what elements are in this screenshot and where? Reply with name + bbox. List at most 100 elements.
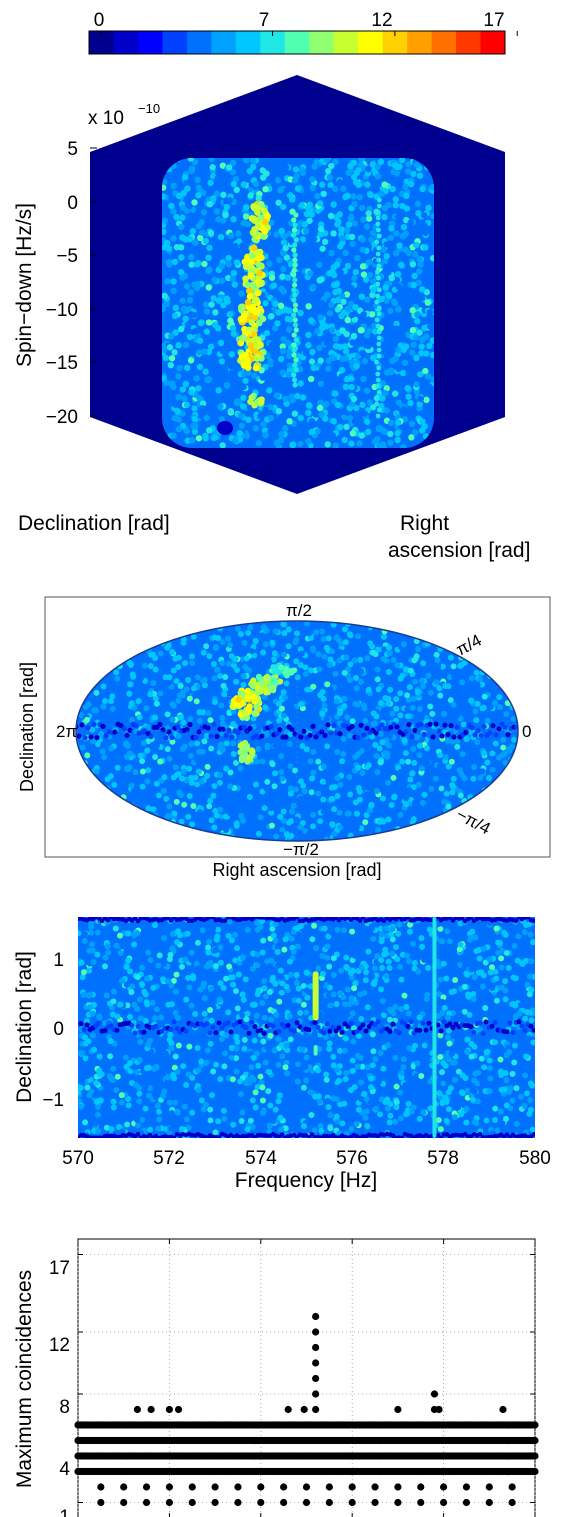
freq-dec-point — [225, 1009, 232, 1016]
cube-point — [369, 161, 377, 168]
freq-dec-point — [443, 1117, 450, 1124]
sky-point — [133, 799, 140, 806]
freq-dec-point — [362, 1114, 369, 1121]
cube-point — [275, 309, 282, 316]
freq-dec-point — [101, 925, 108, 932]
freq-dec-point — [88, 920, 95, 927]
sky-point — [280, 712, 287, 719]
cube-point — [309, 348, 316, 356]
freq-dec-point — [230, 1121, 237, 1128]
cube-point — [266, 361, 274, 368]
sky-point — [285, 626, 292, 633]
cube-point — [419, 185, 426, 193]
freq-dec-point — [149, 999, 156, 1006]
cube-point — [364, 418, 371, 426]
cube-line-point — [374, 395, 380, 401]
sky-point — [232, 793, 239, 800]
freq-dec-point — [268, 1016, 275, 1023]
freq-dec-point — [82, 1055, 89, 1062]
sky-point — [414, 688, 421, 695]
cube-point — [410, 341, 417, 348]
cube-point — [316, 261, 323, 269]
sky-cluster-point — [278, 664, 285, 671]
freq-dec-point — [494, 1127, 501, 1134]
sky-point — [336, 657, 343, 664]
cube-point — [232, 242, 239, 250]
cube-point — [191, 428, 199, 435]
sky-point — [287, 763, 294, 770]
sky-point — [79, 744, 86, 751]
freq-dec-point — [271, 1047, 278, 1054]
freq-dec-point — [169, 1001, 176, 1008]
sky-equator-point — [88, 734, 94, 740]
sky-equator-point — [475, 727, 481, 734]
cube-point — [206, 266, 213, 273]
freq-dec-point — [315, 1067, 322, 1074]
cube-point — [196, 395, 203, 402]
sky-point — [273, 833, 280, 840]
freq-dec-point — [475, 969, 482, 976]
cube-point — [187, 289, 195, 296]
sky-cluster-point — [246, 755, 253, 762]
freq-dec-point — [410, 940, 417, 947]
cube-point — [408, 228, 415, 236]
cube-point — [413, 334, 420, 341]
cube-line-point — [291, 287, 297, 293]
cube-point — [408, 420, 416, 427]
freq-dec-point — [78, 1103, 84, 1110]
freq-dec-point — [242, 949, 249, 956]
cube-point — [328, 301, 335, 309]
cube-point — [414, 311, 421, 318]
freq-dec-point — [342, 1075, 349, 1082]
cube-point — [381, 181, 389, 188]
freq-dec-point — [295, 997, 302, 1004]
cube-point — [189, 227, 197, 235]
freq-dec-point — [277, 967, 284, 974]
freq-dec-point — [315, 965, 322, 972]
sky-point — [445, 803, 452, 810]
cube-point — [368, 311, 376, 318]
freq-dec-point — [348, 1125, 355, 1132]
cube-point — [308, 418, 316, 425]
freq-dec-point — [270, 932, 277, 939]
freq-dec-point — [313, 945, 320, 952]
cube-point — [283, 254, 290, 261]
cube-point — [415, 279, 422, 287]
freq-dec-point — [183, 1116, 190, 1123]
cube-point — [239, 242, 246, 250]
sky-equator-point — [427, 721, 433, 727]
sky-point — [114, 675, 121, 682]
sky-point — [187, 752, 194, 759]
cube-point — [205, 427, 213, 434]
freq-dec-point — [172, 1099, 179, 1106]
sky-point — [157, 650, 164, 657]
cube-point — [171, 258, 179, 266]
cube-point — [317, 225, 325, 233]
sky-point — [417, 742, 424, 749]
sky-point — [285, 643, 292, 650]
freq-dec-point — [274, 944, 281, 951]
freq-dec-point — [318, 1127, 325, 1134]
cube-point — [178, 254, 185, 261]
cube-line-point — [376, 257, 382, 263]
sky-point — [200, 649, 207, 656]
freq-dec-point — [297, 923, 304, 930]
cube-point — [268, 274, 276, 281]
sky-point — [130, 673, 137, 680]
cube-point — [417, 371, 424, 378]
sky-cluster-point — [254, 681, 261, 688]
sky-point — [385, 668, 392, 675]
cube-point — [318, 276, 325, 283]
sky-point — [250, 715, 257, 722]
cube-point — [351, 275, 358, 282]
freq-dec-point — [387, 1112, 394, 1119]
freq-dec-point — [486, 1088, 493, 1095]
freq-dec-point — [483, 1049, 490, 1056]
freq-dec-point — [355, 1032, 362, 1039]
cube-line-point — [375, 221, 381, 227]
freq-dec-point — [143, 999, 150, 1006]
cube-point — [317, 221, 325, 228]
freq-dec-point — [323, 1071, 330, 1078]
sky-point — [352, 700, 359, 707]
sky-point — [137, 752, 144, 759]
